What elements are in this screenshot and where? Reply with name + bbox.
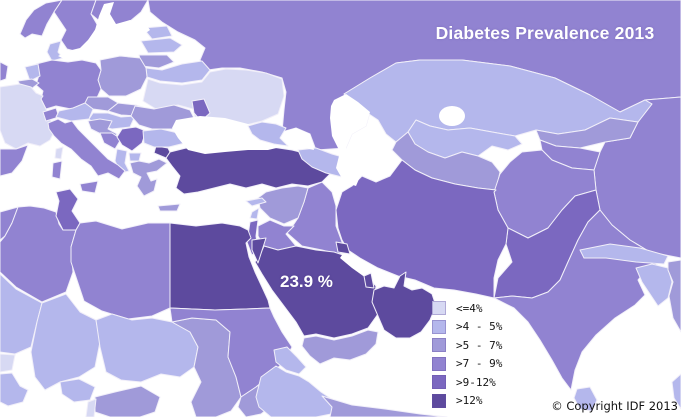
region-netherlands [24,63,41,82]
region-syria [257,185,309,225]
region-crete [157,203,181,212]
region-poland [97,55,148,97]
region-benin [85,398,97,417]
region-iraq [285,181,349,255]
region-denmark [46,40,64,62]
region-myanmar [667,259,681,333]
region-iran [335,159,509,299]
aral-sea [439,106,465,126]
region-greece [129,158,168,197]
region-estonia [142,25,173,40]
region-turkey-european-tip [153,145,171,159]
region-sardinia [51,160,63,180]
region-norway [19,0,63,39]
region-nepal-bhutan [579,243,669,265]
caspian-sea [330,94,370,186]
region-sri-lanka [573,386,598,412]
region-kuwait [335,241,351,255]
baltic-sea [58,2,150,60]
region-nigeria [94,385,161,417]
region-lebanon [249,207,260,220]
region-uae-oman [371,271,437,339]
region-belarus [145,60,211,84]
region-corsica [54,146,64,160]
region-eritrea [273,346,307,375]
region-somalia [321,395,448,417]
region-guinea [0,372,29,407]
region-england-tip [0,61,9,82]
region-austria [55,102,94,122]
region-sicily [79,180,99,194]
region-cyprus [245,197,267,207]
region-sinai [251,237,267,264]
region-bangladesh [635,263,673,307]
region-spain [0,144,29,177]
region-ethiopia [255,365,337,417]
region-crimea [247,121,289,147]
region-yemen [301,329,379,365]
persian-gulf [340,252,436,300]
region-macedonia [128,152,142,162]
region-senegal [0,353,16,373]
region-myanmar-coast [671,373,681,410]
region-libya [70,220,171,320]
region-serbia [116,126,147,152]
region-bosnia [99,132,122,150]
region-burkina-faso [59,378,96,403]
region-latvia [140,37,183,54]
region-mali [30,293,101,391]
region-tunisia [55,188,81,231]
region-qatar [363,272,375,289]
region-italy [47,118,126,180]
